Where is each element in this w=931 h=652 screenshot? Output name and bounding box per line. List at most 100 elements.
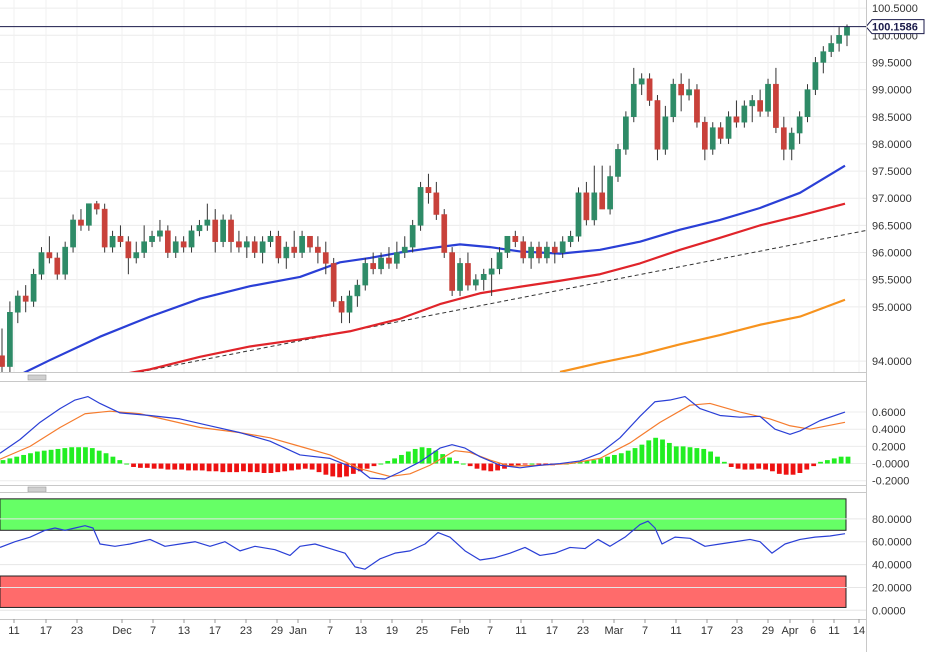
histogram-bar (124, 463, 130, 465)
histogram-bar (584, 460, 590, 464)
candle-body (307, 235, 313, 248)
x-tick-label: 7 (327, 625, 333, 637)
histogram-bar (776, 463, 782, 474)
macd-histogram (0, 437, 851, 478)
histogram-bar (316, 463, 322, 473)
y-tick-label: 98.5000 (872, 112, 912, 124)
histogram-bar (515, 463, 521, 466)
candle-body (78, 219, 84, 226)
histogram-bar (467, 463, 473, 467)
histogram-bar (783, 463, 789, 475)
price-gridlines (0, 7, 866, 362)
x-tick-label: 25 (416, 625, 428, 637)
histogram-bar (103, 453, 109, 464)
candle-body (638, 78, 645, 85)
candle-body (149, 235, 155, 242)
moving-average-orange (559, 298, 846, 372)
candle-body (457, 263, 463, 291)
histogram-bar (728, 463, 734, 467)
candle-body (164, 230, 171, 253)
candle-body (315, 246, 321, 253)
candle-body (196, 225, 203, 232)
candle-body (551, 246, 558, 253)
candle-body (757, 100, 763, 112)
candle-body (465, 263, 471, 286)
panel-splitter-1[interactable] (0, 372, 866, 382)
y-tick-label: 96.5000 (872, 220, 912, 232)
y-tick-label: 60.0000 (872, 537, 912, 549)
candle-body (259, 241, 266, 253)
histogram-bar (254, 463, 260, 473)
candle-body (844, 26, 850, 36)
histogram-bar (206, 463, 212, 472)
candle-body (583, 192, 590, 221)
y-tick-label: -0.0000 (872, 459, 909, 471)
candle-body (670, 83, 677, 118)
macd-main-line (0, 395, 846, 480)
histogram-bar (34, 451, 40, 464)
candle-body (378, 257, 384, 270)
histogram-bar (48, 449, 54, 464)
histogram-bar (721, 461, 727, 464)
candle-body (14, 295, 21, 313)
candle-body (536, 246, 542, 259)
candle-body (401, 246, 408, 253)
histogram-bar (687, 447, 693, 464)
candle-body (662, 116, 669, 150)
histogram-bar (302, 463, 308, 469)
y-tick-label: 94.0000 (872, 356, 912, 368)
histogram-bar (158, 463, 164, 469)
candle-body (409, 225, 416, 248)
candle-body (212, 219, 219, 242)
rsi-zones (0, 498, 847, 608)
histogram-bar (364, 463, 370, 469)
x-tick-label: Apr (781, 625, 798, 637)
y-tick-label: 98.0000 (872, 139, 912, 151)
histogram-bar (96, 450, 102, 464)
histogram-bar (350, 463, 356, 474)
histogram-bar (701, 448, 707, 464)
x-tick-label: 23 (240, 625, 252, 637)
candle-body (425, 187, 432, 194)
x-tick-label: 17 (209, 625, 221, 637)
x-tick-label: 17 (701, 625, 713, 637)
candle-body (157, 230, 163, 237)
candle-body (480, 273, 487, 280)
histogram-bar (213, 463, 219, 472)
macd-panel: 0.6000 0.4000 0.2000 -0.0000 -0.2000 (0, 395, 909, 488)
splitter-grip-icon[interactable] (27, 374, 47, 381)
candle-body (449, 252, 455, 291)
histogram-bar (646, 440, 652, 464)
moving-average-blue (23, 164, 846, 372)
candle-body (180, 241, 187, 248)
candle-body (346, 295, 353, 313)
candle-body (441, 214, 448, 253)
candle-body (243, 241, 250, 248)
histogram-bar (529, 463, 535, 465)
candle-body (828, 43, 835, 52)
panel-splitter-2[interactable] (0, 485, 866, 493)
candle-body (528, 246, 534, 259)
y-tick-label: 80.0000 (872, 514, 912, 526)
histogram-bar (598, 458, 604, 464)
candle-body (804, 89, 811, 118)
candle-body (228, 219, 234, 242)
histogram-bar (337, 463, 343, 478)
x-tick-label: 17 (40, 625, 52, 637)
candle-body (362, 263, 369, 286)
histogram-bar (708, 451, 714, 464)
splitter-grip-icon[interactable] (27, 486, 47, 493)
candle-body (599, 192, 606, 210)
x-tick-label: 13 (178, 625, 190, 637)
y-tick-label: 99.0000 (872, 85, 912, 97)
candle-body (694, 89, 700, 123)
trendline-dashed (139, 229, 866, 372)
histogram-bar (289, 463, 294, 471)
candle-body (615, 149, 621, 177)
candle-body (7, 312, 13, 367)
x-tick-label: 19 (386, 625, 398, 637)
histogram-bar (0, 460, 6, 464)
candle-body (354, 284, 361, 297)
histogram-bar (756, 463, 762, 469)
candle-body (117, 235, 124, 242)
